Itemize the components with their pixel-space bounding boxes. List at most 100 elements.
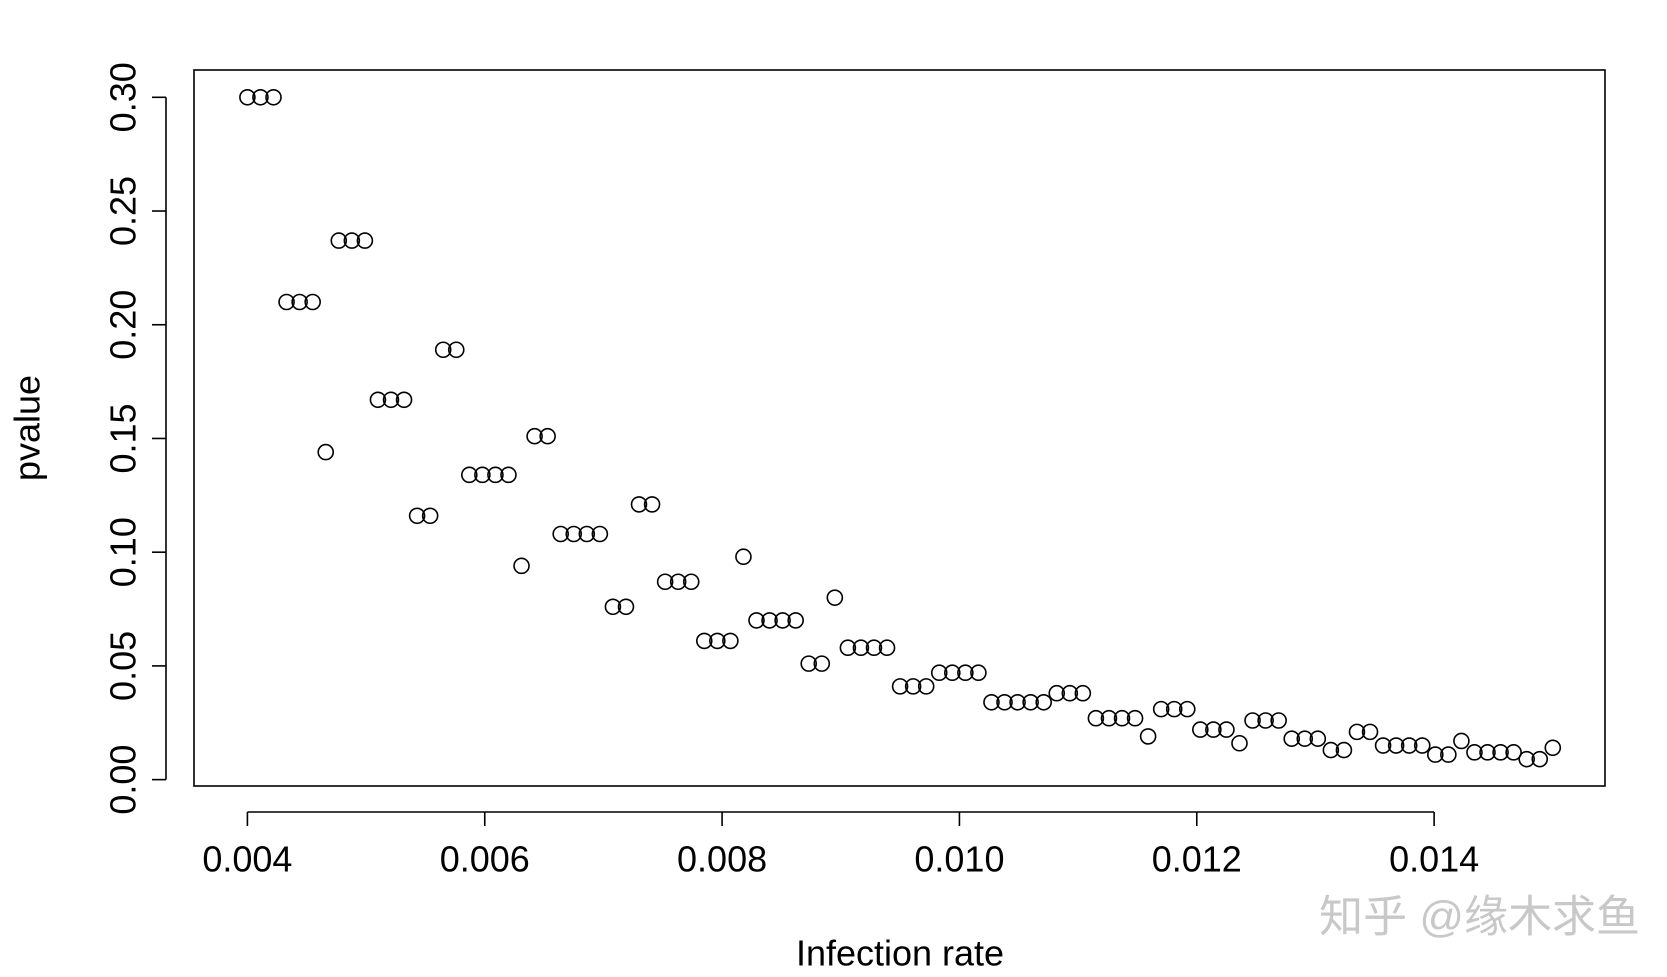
point — [1466, 744, 1483, 761]
point — [630, 496, 648, 513]
point — [800, 655, 818, 672]
point — [722, 632, 739, 650]
y-tick-label: 0.15 — [103, 403, 144, 473]
point — [643, 496, 661, 513]
y-tick-label: 0.20 — [103, 290, 144, 360]
point — [526, 427, 543, 445]
point — [1296, 730, 1314, 747]
point — [839, 639, 857, 657]
y-tick-label: 0.30 — [103, 62, 144, 132]
point — [1322, 741, 1340, 759]
y-tick-label: 0.10 — [103, 517, 144, 587]
point — [996, 693, 1013, 711]
point — [1283, 730, 1301, 747]
point — [748, 612, 765, 629]
point — [304, 293, 321, 311]
point — [1244, 712, 1261, 729]
x-tick-label: 0.010 — [914, 839, 1004, 880]
x-axis-label: Infection rate — [796, 933, 1004, 974]
point — [369, 391, 387, 409]
point — [265, 88, 282, 106]
point — [1048, 684, 1066, 702]
point — [761, 612, 778, 629]
point — [408, 507, 426, 525]
watermark: 知乎 @缘木求鱼 — [1319, 893, 1640, 942]
point — [382, 391, 400, 409]
x-tick-label: 0.012 — [1152, 839, 1242, 880]
y-tick-label: 0.00 — [103, 745, 144, 815]
point — [930, 664, 948, 682]
point — [421, 507, 439, 525]
point — [735, 548, 752, 566]
point — [1309, 730, 1327, 747]
x-tick-label: 0.004 — [202, 839, 292, 880]
point — [1178, 700, 1196, 718]
point — [904, 678, 922, 695]
point — [474, 466, 491, 484]
point — [1152, 700, 1170, 718]
point — [252, 88, 269, 106]
point — [578, 525, 596, 543]
point — [278, 293, 295, 311]
point — [513, 557, 530, 575]
point — [682, 573, 700, 591]
point — [604, 598, 622, 616]
point — [1113, 709, 1131, 727]
y-tick-label: 0.25 — [103, 176, 144, 246]
point — [878, 639, 896, 657]
point — [865, 639, 883, 657]
point — [656, 573, 674, 591]
point — [1348, 723, 1366, 741]
point — [1231, 734, 1248, 752]
point — [461, 466, 478, 484]
point — [669, 573, 687, 591]
point — [1427, 746, 1444, 763]
point — [552, 525, 569, 543]
point — [970, 664, 987, 682]
point — [1518, 750, 1535, 768]
point — [330, 232, 348, 249]
point — [1192, 721, 1209, 738]
point — [1270, 712, 1287, 729]
point — [591, 525, 609, 543]
point — [487, 466, 504, 484]
point — [774, 612, 791, 629]
point — [891, 678, 909, 695]
point — [539, 427, 556, 445]
point — [1061, 684, 1079, 702]
point — [395, 391, 413, 409]
point — [447, 341, 465, 359]
y-axis-label: pvalue — [7, 375, 48, 481]
point — [944, 664, 961, 682]
point — [1531, 750, 1549, 768]
point — [500, 466, 517, 484]
point — [1126, 709, 1144, 727]
point — [1218, 721, 1235, 738]
x-tick-label: 0.014 — [1389, 839, 1479, 880]
point — [291, 293, 308, 311]
point — [1479, 744, 1496, 761]
point — [239, 88, 256, 106]
point — [317, 443, 335, 461]
point — [957, 664, 974, 682]
point — [1165, 700, 1183, 718]
point — [1139, 728, 1157, 745]
plot-box — [193, 69, 1606, 787]
point — [1022, 693, 1039, 711]
point — [983, 693, 1000, 711]
point — [356, 232, 374, 249]
point — [1413, 737, 1431, 754]
point — [1257, 712, 1274, 729]
point — [813, 655, 831, 672]
point — [343, 232, 361, 249]
x-tick-label: 0.006 — [440, 839, 530, 880]
point — [434, 341, 452, 359]
point — [852, 639, 870, 657]
point — [826, 589, 844, 606]
point — [1505, 744, 1522, 761]
point — [1492, 744, 1509, 761]
point — [787, 612, 804, 629]
point — [565, 525, 583, 543]
point — [1400, 737, 1418, 754]
